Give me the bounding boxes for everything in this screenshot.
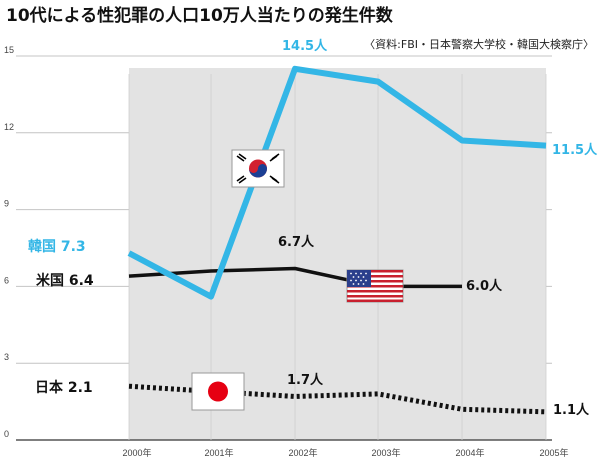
y-tick-label: 12 — [4, 122, 14, 132]
japan-flag-icon — [191, 372, 245, 411]
data-label: 14.5人 — [282, 38, 328, 54]
chart-source: 〈資料:FBI・日本警察大学校・韓国大検察庁〉 — [364, 37, 594, 51]
series-label: 米国 6.4 — [36, 272, 94, 289]
x-tick-label: 2000年 — [122, 447, 151, 458]
series-label: 韓国 7.3 — [28, 238, 86, 255]
data-label: 6.0人 — [466, 278, 503, 294]
y-tick-label: 15 — [4, 45, 14, 55]
data-label: 1.7人 — [287, 372, 324, 388]
x-tick-label: 2004年 — [455, 447, 484, 458]
series-line-米国 — [128, 266, 462, 289]
y-tick-label: 0 — [4, 429, 9, 439]
x-tick-label: 2002年 — [288, 447, 317, 458]
y-tick-label: 6 — [4, 275, 9, 285]
series-line-韓国 — [127, 65, 547, 300]
usa-flag-icon — [346, 269, 404, 303]
y-tick-label: 9 — [4, 199, 9, 209]
series-layer: 日本 2.1 1.7人 1.1人 米国 6.4 6.7人 6.0人 韓国 7.3 14.5人 1… — [28, 38, 598, 418]
x-tick-label: 2005年 — [539, 447, 568, 458]
y-tick-label: 3 — [4, 352, 9, 362]
chart-title: 10代による性犯罪の人口10万人当たりの発生件数 — [6, 5, 394, 26]
data-label: 1.1人 — [553, 402, 590, 418]
data-label: 11.5人 — [552, 142, 598, 158]
south-korea-flag-icon — [231, 149, 285, 188]
x-tick-label: 2003年 — [371, 447, 400, 458]
series-label: 日本 2.1 — [35, 379, 93, 396]
data-label: 6.7人 — [278, 234, 315, 250]
x-tick-label: 2001年 — [204, 447, 233, 458]
